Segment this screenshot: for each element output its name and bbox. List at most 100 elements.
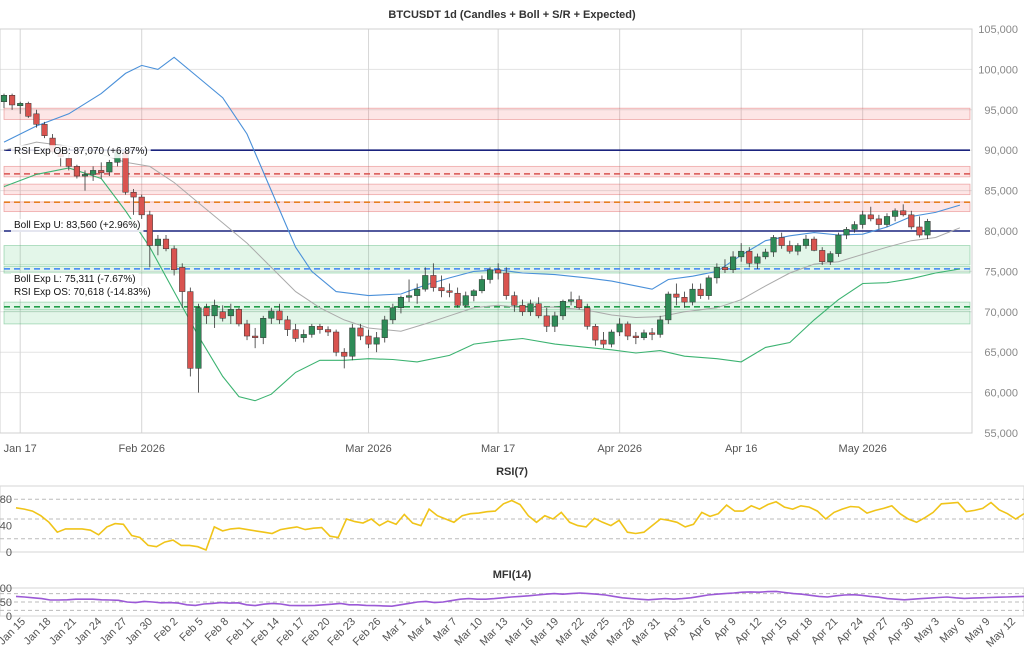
level-annotation-bg <box>11 145 151 159</box>
rsi-axis: 0 40 80 <box>0 494 12 559</box>
bottom-date-label: Apr 27 <box>860 616 891 647</box>
bottom-date-label: Apr 24 <box>834 616 865 647</box>
support-zone <box>3 310 971 325</box>
candle-bear <box>341 351 348 357</box>
candle-bear <box>25 103 32 117</box>
date-tick-label: Feb 2026 <box>118 443 164 455</box>
candle-bear <box>511 295 518 306</box>
bottom-date-label: May 6 <box>938 616 968 646</box>
candle-bull <box>859 214 866 225</box>
candle-bear <box>365 335 372 345</box>
candle-bear <box>819 250 826 262</box>
candle-bear <box>624 323 631 337</box>
bottom-date-label: Apr 18 <box>784 616 815 647</box>
candle-bull <box>268 310 275 319</box>
candle-bull <box>754 256 761 264</box>
candle-bear <box>138 196 145 216</box>
indicator-tick-label: 100 <box>0 583 12 595</box>
candle-bull <box>559 301 567 317</box>
price-tick-label: 75,000 <box>984 266 1018 278</box>
level-annotation-label: RSI Exp OS: 70,618 (-14.83%) <box>14 287 151 298</box>
resistance-zone <box>3 165 971 178</box>
candle-bear <box>681 297 688 303</box>
candle-bull <box>843 229 850 236</box>
candle-bull <box>0 95 8 102</box>
candle-bull <box>738 250 745 258</box>
candle-bull <box>260 318 267 338</box>
candle-bull <box>827 253 834 262</box>
candle-bear <box>454 292 461 306</box>
candle-bear <box>576 299 583 309</box>
bottom-date-label: May 3 <box>912 616 942 646</box>
candle-bull <box>414 288 421 296</box>
candle-bear <box>495 269 502 274</box>
candle-bear <box>284 319 291 330</box>
candle-bear <box>673 293 680 298</box>
mfi-axis: 0 50 100 <box>0 583 12 623</box>
candle-bear <box>519 305 526 313</box>
date-tick-label: Jan 17 <box>4 443 37 455</box>
level-annotation-bg <box>11 273 139 286</box>
candle-bear <box>162 238 170 250</box>
price-tick-label: 90,000 <box>984 145 1018 157</box>
candle-bull <box>802 238 810 246</box>
candle-bull <box>616 323 623 333</box>
candle-bull <box>81 174 89 177</box>
candle-bear <box>543 315 550 327</box>
candle-bear <box>203 307 210 317</box>
indicator-tick-label: 50 <box>0 597 12 609</box>
candle-bear <box>276 310 283 321</box>
bottom-date-label: Feb 2 <box>152 616 180 644</box>
candle-bull <box>770 237 777 253</box>
candle-bear <box>778 237 785 246</box>
date-tick-label: Apr 2026 <box>597 443 642 455</box>
date-tick-label: Mar 2026 <box>345 443 391 455</box>
candle-bull <box>608 331 615 345</box>
candle-bear <box>41 124 48 136</box>
candle-bull <box>713 267 720 279</box>
candle-bear <box>357 327 364 337</box>
bottom-date-label: Apr 12 <box>733 616 764 647</box>
rsi-grid <box>0 485 1024 553</box>
indicator-line <box>15 499 1024 552</box>
candle-bull <box>462 295 469 306</box>
candle-bear <box>721 267 729 271</box>
candle-bull <box>17 103 24 107</box>
price-tick-label: 100,000 <box>978 64 1018 76</box>
candle-bear <box>592 326 599 341</box>
candle-bull <box>470 290 477 296</box>
price-tick-label: 65,000 <box>984 347 1018 359</box>
candle-bear <box>438 287 445 292</box>
candle-bull <box>665 293 672 321</box>
indicator-line <box>15 590 1024 608</box>
bottom-date-label: Jan 18 <box>22 616 54 648</box>
bottom-date-label: Feb 5 <box>177 616 205 644</box>
mfi-chart-title: MFI(14) <box>493 569 532 581</box>
level-annotation-bg <box>11 286 154 299</box>
level-annotation-label: Boll Exp L: 75,311 (-7.67%) <box>14 274 136 285</box>
price-tick-label: 70,000 <box>984 307 1018 319</box>
candle-bull <box>90 170 97 175</box>
boll-upper-line <box>3 56 961 297</box>
candle-bear <box>324 329 332 333</box>
candle-bull <box>422 275 429 290</box>
bottom-date-label: Apr 21 <box>809 616 840 647</box>
candle-bull <box>397 297 404 309</box>
bottom-date-label: Mar 31 <box>630 616 663 649</box>
mfi-series <box>15 590 1024 608</box>
price-axis: 55,000 60,000 65,000 70,000 75,000 80,000 85,0… <box>978 24 1018 440</box>
bottom-date-label: Apr 3 <box>661 616 688 643</box>
candle-bull <box>640 332 648 338</box>
sr-zones <box>3 107 971 325</box>
candle-bull <box>689 288 696 303</box>
candle-bull <box>300 334 307 338</box>
level-annotation-label: RSI Exp OB: 87,070 (+6.87%) <box>14 146 148 157</box>
main-chart-title: BTCUSDT 1d (Candles + Boll + S/R + Expec… <box>388 9 636 21</box>
resistance-zone <box>3 201 971 213</box>
date-axis-main: Jan 17 Feb 2026 Mar 2026 Mar 17 Apr 2026 Apr … <box>4 443 887 455</box>
candle-bull <box>762 251 769 258</box>
bottom-date-label: Mar 4 <box>406 616 434 644</box>
bottom-date-label: Feb 26 <box>351 616 384 649</box>
candle-bull <box>381 319 388 338</box>
indicator-tick-label: 80 <box>0 494 12 506</box>
